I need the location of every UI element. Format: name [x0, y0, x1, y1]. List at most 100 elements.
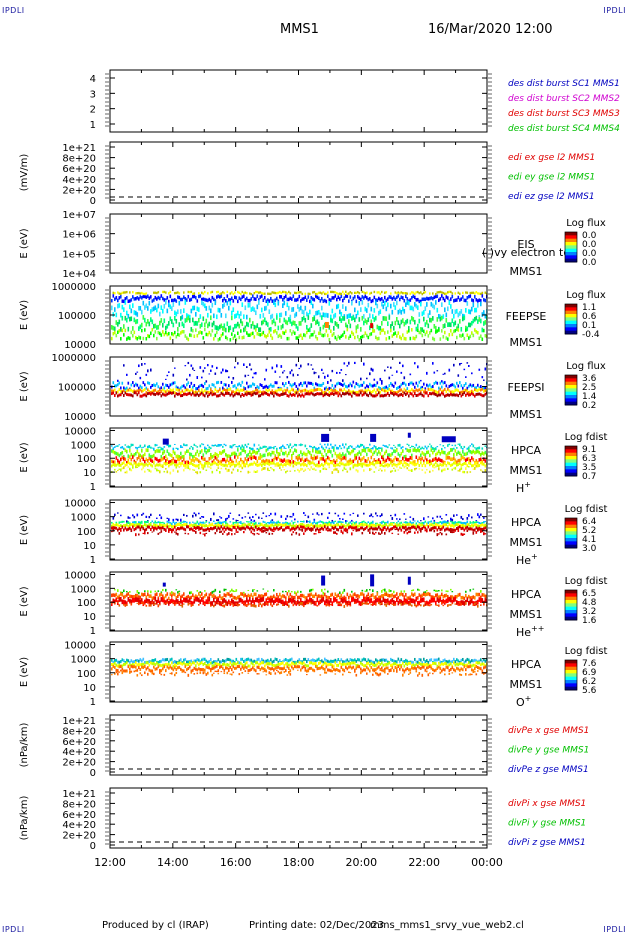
spectrogram-cell — [451, 393, 454, 397]
spectrogram-cell — [190, 591, 193, 594]
spectrogram-cell — [264, 385, 266, 389]
spectrogram-cell — [274, 298, 277, 302]
spectrogram-cell — [297, 454, 299, 459]
spectrogram-cell — [468, 322, 470, 328]
spectrogram-cell — [172, 449, 175, 454]
spectrogram-cell — [189, 521, 191, 524]
spectrogram-cell — [259, 333, 262, 337]
spectrogram-cell — [477, 449, 479, 454]
spectrogram-cell — [483, 389, 485, 393]
spectrogram-cell — [235, 389, 238, 393]
spectrogram-cell — [270, 452, 272, 457]
spectrogram-cell — [474, 292, 476, 295]
spectrogram-cell — [273, 446, 275, 450]
spectrogram-cell — [256, 385, 259, 389]
spacecraft-label: MMS1 — [510, 408, 543, 421]
spectrogram-cell — [286, 292, 289, 295]
spectrogram-cell — [235, 445, 238, 448]
spectrogram-cell — [354, 317, 356, 323]
spectrogram-cell — [435, 522, 437, 526]
spectrogram-cell — [304, 458, 307, 462]
spectrogram-cell — [393, 365, 395, 367]
spectrogram-cell — [130, 452, 133, 457]
spectrogram-cell — [378, 291, 380, 294]
spectrogram-cell — [459, 363, 461, 366]
spectrogram-cell — [384, 389, 386, 393]
spectrogram-cell — [360, 383, 362, 387]
spectrogram-cell — [169, 459, 172, 464]
spectrogram-cell — [148, 334, 151, 339]
spectrogram-cell — [163, 298, 166, 302]
spectrogram-cell — [160, 454, 163, 459]
spectrogram-cell — [286, 525, 289, 529]
spacecraft-label: MMS1 — [510, 265, 543, 278]
spectrogram-cell — [387, 330, 389, 334]
spectrogram-cell — [399, 393, 401, 397]
spectrogram-cell — [427, 445, 430, 448]
spectrogram-cell — [439, 387, 442, 391]
spectrogram-cell — [130, 308, 133, 314]
spectrogram-cell — [322, 391, 325, 395]
spectrogram-cell — [316, 392, 319, 396]
spectrogram-cell — [379, 309, 382, 315]
spectrogram-cell — [423, 394, 425, 398]
spectrogram-cell — [162, 308, 164, 314]
spectrogram-cell — [139, 324, 142, 330]
spectrogram-cell — [271, 336, 274, 340]
legend-entry: des dist burst SC3 MMS3 — [508, 109, 620, 119]
spectrogram-cell — [150, 317, 152, 322]
spectrogram-cell — [177, 332, 179, 337]
spectrogram-cell — [142, 315, 145, 320]
spectrogram-cell — [435, 457, 437, 461]
spectrogram-cell — [112, 460, 115, 464]
spectrogram-cell — [409, 389, 412, 393]
y-tick-label: 100 — [77, 454, 96, 465]
spectrogram-cell — [283, 290, 286, 294]
spectrogram-cell — [463, 461, 466, 465]
spectrogram-cell — [124, 328, 127, 333]
spectrogram-cell — [363, 462, 365, 466]
spectrogram-cell — [226, 300, 229, 306]
spectrogram-cell — [225, 521, 227, 524]
spectrogram-cell — [177, 526, 179, 530]
spectrogram-cell — [375, 449, 377, 453]
spectrogram-cell — [141, 296, 143, 300]
spectrogram-cell — [180, 316, 182, 321]
spectrogram-cell — [246, 291, 248, 295]
spectrogram-cell — [438, 291, 440, 294]
spectrogram-cell — [273, 461, 275, 465]
spectrogram-cell — [261, 459, 263, 464]
spectrogram-cell — [480, 522, 482, 526]
spectrogram-cell — [327, 294, 329, 299]
spectrogram-cell — [313, 525, 316, 529]
spectrogram-cell — [439, 531, 442, 534]
spectrogram-cell — [295, 311, 298, 317]
spectrogram-cell — [445, 533, 448, 536]
spectrogram-cell — [372, 384, 374, 388]
spectrogram-cell — [439, 297, 442, 301]
spectrogram-cell — [384, 291, 386, 294]
spectrogram-cell — [250, 447, 253, 451]
spectrogram-cell — [322, 333, 325, 338]
spectrogram-cell — [450, 530, 452, 533]
spectrogram-cell — [126, 590, 128, 593]
spectrogram-cell — [480, 318, 482, 324]
spectrogram-cell — [420, 390, 422, 394]
spectrogram-cell — [154, 520, 157, 524]
spectrogram-cell — [318, 291, 320, 294]
spectrogram-cell — [141, 309, 143, 315]
spectrogram-cell — [309, 299, 311, 304]
spectrogram-cell — [141, 389, 143, 393]
spectrogram-cell — [279, 318, 281, 323]
spectrogram-cell — [265, 448, 268, 453]
spectrogram-cell — [340, 369, 343, 371]
spectrogram-cell — [124, 300, 127, 305]
spectrogram-cell — [277, 523, 280, 527]
spectrogram-cell — [394, 291, 397, 294]
spectrogram-cell — [156, 444, 158, 446]
spectrogram-cell — [310, 323, 313, 328]
spectrogram-cell — [196, 392, 199, 396]
spectrogram-cell — [409, 447, 412, 449]
spectrogram-cell — [115, 312, 118, 318]
spectrogram-cell — [217, 443, 220, 447]
